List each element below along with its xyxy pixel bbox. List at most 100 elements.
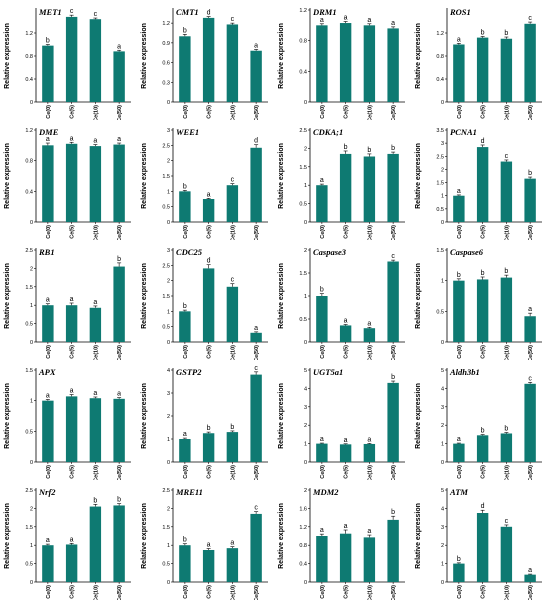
chart-panel: Relative expression 0 0.5 1 1.5 2 2.5 3 CDC25 b Ce…: [137, 240, 274, 365]
bar: [316, 185, 328, 222]
x-tick-label: Ce(50): [391, 465, 397, 480]
bar: [524, 316, 536, 342]
chart-svg: Relative expression 0 0.3 0.6 0.9 1.2 CMT1 b Ce(…: [141, 7, 268, 122]
bar: [339, 444, 352, 462]
y-tick-label: 2.5: [436, 154, 444, 160]
y-tick-label: 1: [30, 543, 33, 549]
bar: [226, 24, 239, 103]
significance-letter: b: [230, 424, 234, 431]
significance-letter: a: [367, 436, 371, 443]
significance-letter: d: [481, 138, 485, 145]
bar: [476, 147, 489, 222]
bar: [65, 143, 78, 222]
x-tick-label: Ce(10): [504, 345, 510, 360]
y-tick-label: 1: [441, 442, 444, 448]
significance-letter: b: [46, 38, 50, 45]
y-tick-label: 2: [441, 167, 444, 173]
y-tick-label: 2: [441, 543, 444, 549]
bar: [42, 145, 54, 222]
significance-letter: a: [367, 17, 371, 24]
bar: [453, 563, 465, 582]
chart-title: CDC25: [176, 247, 203, 257]
y-tick-label: 0: [167, 580, 170, 586]
y-tick-label: 1.2: [299, 525, 307, 531]
chart-svg: Relative expression 0 0.5 1 1.5 2 2.5 RB1 a Ce(0)…: [4, 247, 131, 362]
significance-letter: a: [117, 43, 121, 50]
y-axis-label: Relative expression: [278, 23, 285, 89]
y-tick-label: 3.5: [436, 128, 444, 134]
y-axis-label: Relative expression: [141, 383, 148, 449]
y-tick-label: 2.5: [25, 248, 33, 254]
x-tick-label: Ce(10): [93, 345, 99, 360]
bar: [42, 400, 54, 462]
x-tick-label: Ce(0): [457, 105, 463, 119]
chart-panel: Relative expression 0 0.4 0.8 1.2 DME a Ce(0) a C…: [0, 120, 137, 245]
x-tick-label: Ce(10): [230, 225, 236, 240]
x-tick-label: Ce(5): [344, 465, 350, 479]
y-tick-label: 1.5: [162, 174, 170, 180]
y-tick-label: 0.4: [299, 69, 307, 75]
significance-letter: a: [70, 135, 74, 142]
significance-letter: a: [46, 136, 50, 143]
y-tick-label: 1.5: [299, 165, 307, 171]
x-tick-label: Ce(10): [93, 225, 99, 240]
y-tick-label: 2.5: [25, 488, 33, 494]
bar: [202, 199, 215, 222]
chart-title: UGT5a1: [313, 367, 343, 377]
bar: [202, 433, 215, 462]
x-tick-label: Ce(50): [391, 105, 397, 120]
bar: [476, 279, 489, 342]
x-tick-label: Ce(10): [367, 585, 373, 600]
x-tick-label: Ce(10): [504, 465, 510, 480]
chart-svg: Relative expression 0 0.5 1 1.5 2 2.5 Nrf2 a Ce(0…: [4, 487, 131, 602]
x-tick-label: Ce(10): [367, 465, 373, 480]
x-tick-label: Ce(5): [207, 465, 213, 479]
significance-letter: a: [320, 527, 324, 534]
significance-letter: c: [254, 365, 258, 372]
significance-letter: b: [457, 272, 461, 279]
x-tick-label: Ce(10): [367, 225, 373, 240]
significance-letter: a: [457, 188, 461, 195]
bar: [42, 545, 54, 582]
y-tick-label: 3: [441, 141, 444, 147]
chart-title: Caspase6: [450, 247, 484, 257]
y-tick-label: 3: [441, 405, 444, 411]
x-tick-label: Ce(0): [46, 105, 52, 119]
y-tick-label: 2.5: [162, 263, 170, 269]
bar: [339, 23, 352, 102]
significance-letter: c: [528, 375, 532, 382]
y-tick-label: 1.2: [299, 8, 307, 14]
y-axis-label: Relative expression: [278, 143, 285, 209]
chart-svg: Relative expression 0 0.4 0.8 1.2 1.6 2 MDM2 a Ce…: [278, 487, 405, 602]
y-tick-label: 1.6: [299, 506, 307, 512]
x-tick-label: Ce(10): [504, 105, 510, 120]
y-tick-label: 5: [441, 488, 444, 494]
y-tick-label: 2: [167, 279, 170, 285]
significance-letter: b: [183, 303, 187, 310]
significance-letter: b: [367, 147, 371, 154]
x-tick-label: Ce(10): [230, 585, 236, 600]
bar: [453, 44, 465, 102]
y-tick-label: 1: [30, 399, 33, 405]
y-tick-label: 2.5: [162, 488, 170, 494]
chart-svg: Relative expression 0 1 2 3 4 5 UGT5a1 a Ce(0) a Ce…: [278, 367, 405, 482]
y-axis-label: Relative expression: [415, 23, 422, 89]
x-tick-label: Ce(50): [391, 585, 397, 600]
x-tick-label: Ce(10): [230, 465, 236, 480]
chart-svg: Relative expression 0 0.5 1 1.5 Caspase6 b Ce(0…: [415, 247, 542, 362]
y-axis-label: Relative expression: [4, 23, 11, 89]
chart-panel: Relative expression 0 0.5 1 1.5 2 2.5 3 WEE1 b Ce(…: [137, 120, 274, 245]
y-tick-label: 4: [441, 386, 444, 392]
y-tick-label: 2: [30, 266, 33, 272]
significance-letter: a: [46, 297, 50, 304]
chart-svg: Relative expression 0 0.5 1 1.5 2 2.5 CDKA;1 a Ce…: [278, 127, 405, 242]
y-tick-label: 0.5: [436, 207, 444, 213]
bar: [250, 374, 262, 462]
significance-letter: b: [183, 537, 187, 544]
chart-svg: Relative expression 0 0.5 1 1.5 2 2.5 MRE11 b Ce(…: [141, 487, 268, 602]
y-tick-label: 4: [167, 368, 170, 374]
x-tick-label: Ce(5): [207, 585, 213, 599]
chart-svg: Relative expression 0 1 2 3 4 GSTP2 a Ce(0) b Ce(5…: [141, 365, 268, 482]
